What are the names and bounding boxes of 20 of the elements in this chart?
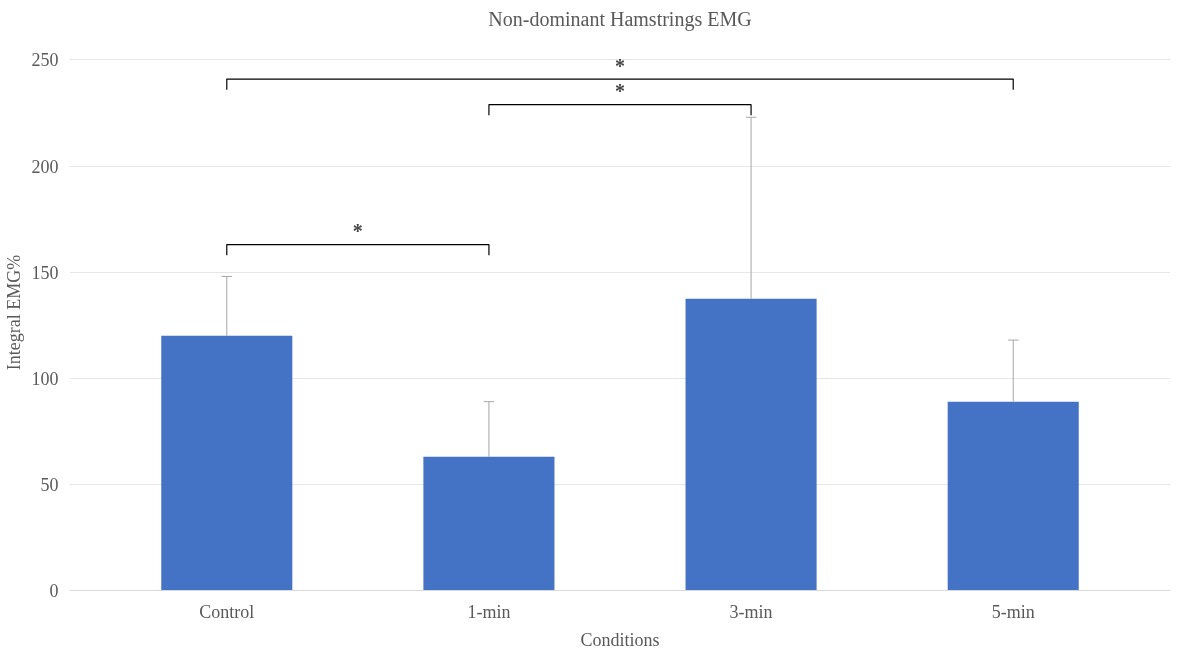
x-tick-label: 1-min xyxy=(467,601,511,622)
bar xyxy=(947,401,1079,591)
bar xyxy=(161,335,293,591)
x-tick-label: Control xyxy=(199,601,255,622)
annotation: * xyxy=(615,80,625,103)
y-tick-label: 250 xyxy=(31,50,59,71)
y-tick-label: 150 xyxy=(31,262,59,283)
chart-title: Non-dominant Hamstrings EMG xyxy=(488,7,752,31)
annotation: * xyxy=(352,220,363,243)
y-axis-title: Integral EMG% xyxy=(3,254,24,371)
y-tick-label: 200 xyxy=(31,156,59,177)
bar xyxy=(423,456,555,591)
annotation: * xyxy=(615,54,625,77)
x-tick-label: 5-min xyxy=(991,601,1035,622)
y-tick-label: 0 xyxy=(49,581,59,601)
y-tick-label: 100 xyxy=(31,368,59,389)
x-tick-label: 3-min xyxy=(729,601,773,622)
y-tick-label: 50 xyxy=(40,474,59,495)
x-axis-title: Conditions xyxy=(580,629,660,650)
bar xyxy=(685,298,817,591)
